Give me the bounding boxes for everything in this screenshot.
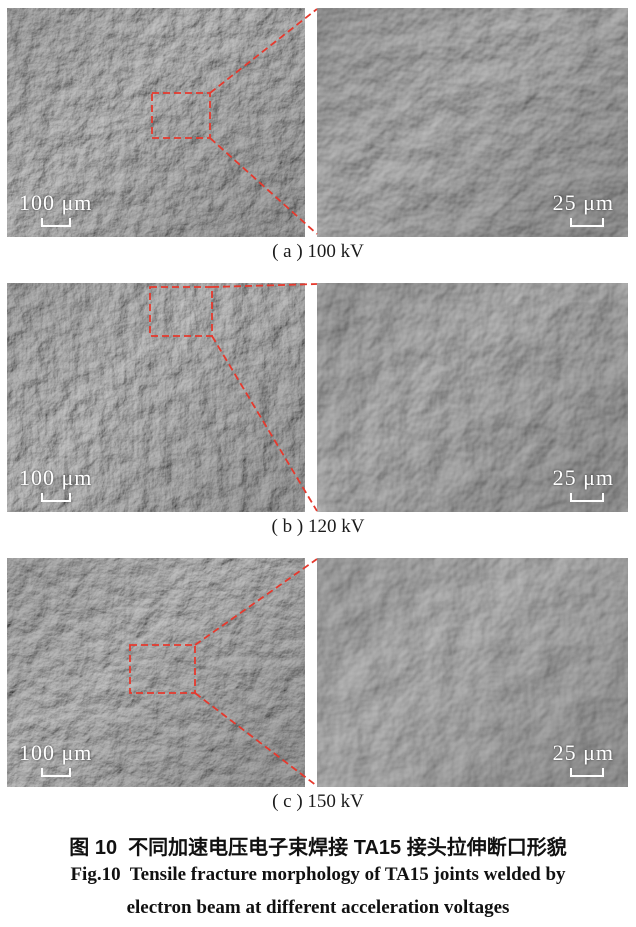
- scale-label: 25 μm: [552, 465, 614, 490]
- scale-bar-group: 25 μm: [553, 192, 614, 227]
- sem-micrograph-b-right: 25 μm: [317, 283, 628, 512]
- scale-bar-group: 100 μm: [19, 467, 92, 502]
- sem-texture: [317, 558, 628, 787]
- scale-bar-bracket: [41, 768, 71, 777]
- figure-caption-zh: 图 10 不同加速电压电子束焊接 TA15 接头拉伸断口形貌: [69, 837, 567, 859]
- scale-bar-bracket: [41, 218, 71, 227]
- scale-bar-bracket: [570, 768, 604, 777]
- sem-texture: [317, 8, 628, 237]
- scale-bar-group: 25 μm: [553, 467, 614, 502]
- scale-bar-bracket: [570, 218, 604, 227]
- figure-caption-en-line2: electron beam at different acceleration …: [126, 897, 510, 918]
- figure-caption-en-line1: Fig.10 Tensile fracture morphology of TA…: [70, 864, 566, 885]
- subfigure-label-b: ( b ) 120 kV: [271, 516, 365, 537]
- subfigure-label-c: ( c ) 150 kV: [272, 791, 364, 812]
- sem-micrograph-c-right: 25 μm: [317, 558, 628, 787]
- scale-label: 100 μm: [19, 465, 93, 490]
- subfigure-label-a: ( a ) 100 kV: [272, 241, 364, 262]
- sem-micrograph-b-left: 100 μm: [7, 283, 305, 512]
- sem-micrograph-a-left: 100 μm: [7, 8, 305, 237]
- scale-label: 100 μm: [19, 190, 93, 215]
- scale-bar-group: 100 μm: [19, 742, 92, 777]
- figure-row-c: 100 μm 25 μm: [0, 558, 636, 787]
- scale-label: 25 μm: [552, 740, 614, 765]
- scale-bar-bracket: [41, 493, 71, 502]
- figure-row-b: 100 μm 25 μm: [0, 283, 636, 512]
- scale-label: 25 μm: [552, 190, 614, 215]
- sem-micrograph-a-right: 25 μm: [317, 8, 628, 237]
- scale-label: 100 μm: [19, 740, 93, 765]
- figure-row-a: 100 μm 25 μm: [0, 8, 636, 237]
- sem-texture: [317, 283, 628, 512]
- scale-bar-bracket: [570, 493, 604, 502]
- scale-bar-group: 100 μm: [19, 192, 92, 227]
- scale-bar-group: 25 μm: [553, 742, 614, 777]
- sem-micrograph-c-left: 100 μm: [7, 558, 305, 787]
